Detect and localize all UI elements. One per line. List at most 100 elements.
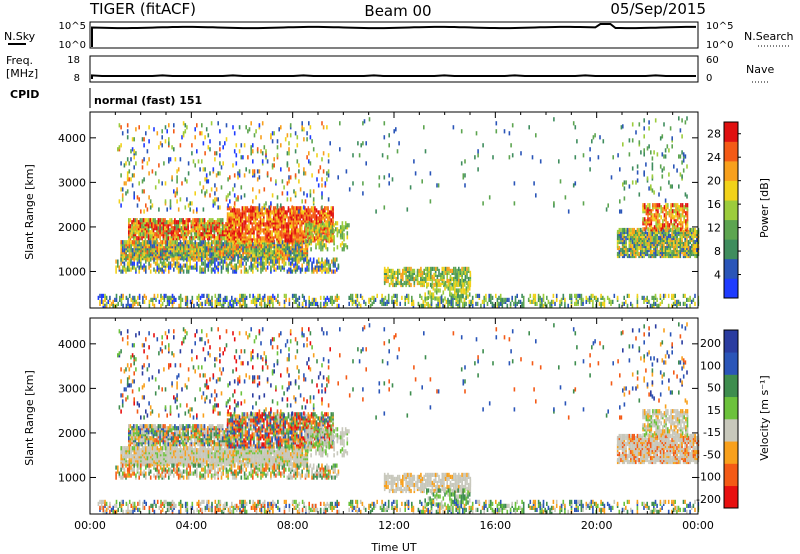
echo-cell xyxy=(192,228,194,233)
echo-cell xyxy=(245,267,247,272)
echo-cell xyxy=(149,230,151,235)
echo-cell xyxy=(182,263,185,268)
echo-cell xyxy=(222,242,225,247)
echo-cell xyxy=(181,265,183,270)
echo-cell xyxy=(164,226,166,231)
echo-cell xyxy=(343,225,345,230)
echo-cell xyxy=(324,218,326,223)
echo-cell xyxy=(602,295,604,300)
echo-cell xyxy=(266,171,269,176)
echo-cell xyxy=(186,295,189,300)
echo-cell xyxy=(192,242,195,247)
echo-cell xyxy=(174,157,177,162)
echo-cell xyxy=(633,243,635,249)
echo-cell xyxy=(201,261,203,266)
echo-cell xyxy=(243,143,246,148)
echo-cell xyxy=(190,228,193,233)
echo-cell xyxy=(224,250,226,255)
echo-cell xyxy=(327,153,330,158)
echo-cell xyxy=(120,143,122,148)
echo-cell xyxy=(307,223,309,228)
echo-cell xyxy=(305,227,307,232)
echo-cell xyxy=(396,297,398,302)
echo-cell xyxy=(157,226,160,231)
echo-cell xyxy=(651,249,654,255)
echo-cell xyxy=(243,173,246,178)
echo-cell xyxy=(323,243,325,248)
echo-cell xyxy=(445,284,448,289)
echo-cell xyxy=(313,221,316,226)
echo-cell xyxy=(214,293,217,298)
echo-cell xyxy=(641,295,644,300)
echo-cell xyxy=(192,159,195,164)
echo-cell xyxy=(126,261,129,266)
echo-cell xyxy=(271,263,274,268)
echo-cell xyxy=(680,217,682,222)
echo-cell xyxy=(564,297,566,302)
echo-cell xyxy=(437,301,439,306)
echo-cell xyxy=(454,266,457,271)
echo-cell xyxy=(501,303,504,308)
echo-cell xyxy=(297,232,300,237)
echo-cell xyxy=(656,239,659,245)
echo-cell xyxy=(146,222,148,227)
echo-cell xyxy=(677,237,680,243)
echo-cell xyxy=(219,240,221,245)
echo-cell xyxy=(626,227,629,233)
echo-cell xyxy=(182,226,184,231)
echo-cell xyxy=(388,274,391,279)
echo-cell xyxy=(168,265,170,270)
echo-cell xyxy=(274,206,277,211)
echo-cell xyxy=(249,220,252,225)
echo-cell xyxy=(212,234,214,239)
echo-cell xyxy=(457,282,459,287)
echo-cell xyxy=(184,240,187,245)
echo-cell xyxy=(616,295,619,300)
echo-cell xyxy=(651,295,653,300)
echo-cell xyxy=(252,293,254,298)
echo-cell xyxy=(431,292,433,297)
echo-cell xyxy=(132,299,134,304)
echo-cell xyxy=(649,249,652,255)
echo-cell xyxy=(314,206,316,211)
echo-cell xyxy=(265,257,267,262)
echo-cell xyxy=(164,199,167,204)
echo-cell xyxy=(600,301,602,306)
echo-cell xyxy=(262,244,264,249)
echo-cell xyxy=(356,303,359,308)
echo-cell xyxy=(187,240,190,245)
echo-cell xyxy=(396,293,398,298)
echo-cell xyxy=(653,213,656,218)
echo-cell xyxy=(219,147,221,152)
echo-cell xyxy=(263,293,266,298)
echo-cell xyxy=(424,292,426,297)
echo-cell xyxy=(466,280,468,286)
echo-cell xyxy=(179,240,182,245)
echo-cell xyxy=(641,249,644,255)
echo-cell xyxy=(585,295,588,300)
echo-cell xyxy=(145,203,147,208)
echo-cell xyxy=(215,240,218,245)
echo-cell xyxy=(256,226,258,231)
echo-cell xyxy=(207,301,210,306)
echo-cell xyxy=(138,197,140,202)
echo-cell xyxy=(254,226,257,231)
echo-cell xyxy=(135,161,137,166)
echo-cell xyxy=(229,199,231,204)
echo-cell xyxy=(248,230,250,235)
echo-cell xyxy=(696,229,698,235)
echo-cell xyxy=(156,265,159,270)
echo-cell xyxy=(392,268,394,273)
echo-cell xyxy=(186,257,188,262)
echo-cell xyxy=(199,131,201,136)
echo-cell xyxy=(141,165,144,170)
echo-cell xyxy=(284,261,287,266)
echo-cell xyxy=(207,267,210,272)
echo-cell xyxy=(462,270,465,275)
echo-cell xyxy=(499,293,502,298)
echo-cell xyxy=(421,270,424,275)
echo-cell xyxy=(298,179,300,184)
echo-cell xyxy=(126,123,129,128)
echo-cell xyxy=(240,297,243,302)
echo-cell xyxy=(253,212,255,217)
